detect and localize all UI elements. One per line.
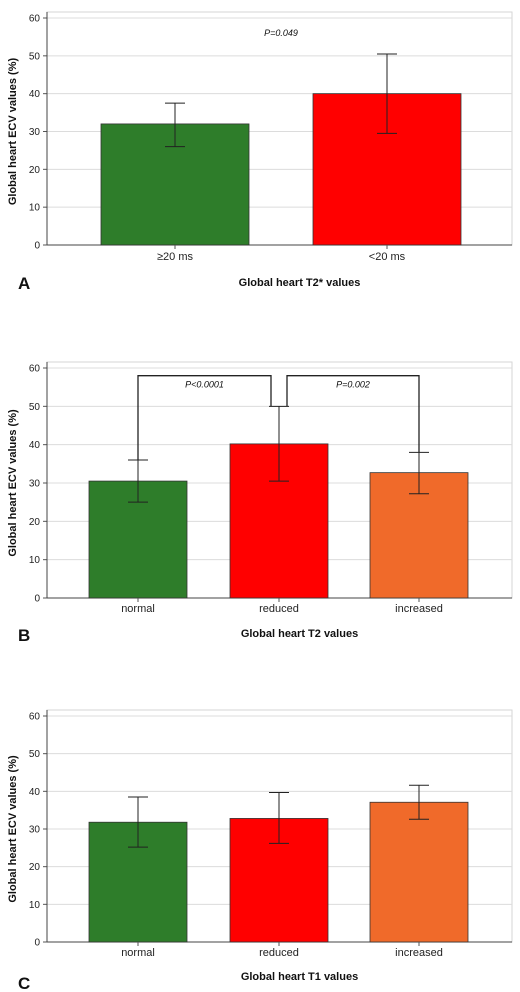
x-axis-title: Global heart T1 values (241, 971, 358, 983)
y-tick-label: 50 (29, 51, 41, 62)
panel-label: A (18, 274, 30, 293)
y-tick-label: 30 (29, 127, 41, 138)
x-tick-label: reduced (259, 603, 299, 615)
y-axis-title: Global heart ECV values (%) (7, 58, 19, 206)
bar (369, 801, 469, 943)
panel-label: B (18, 626, 30, 645)
p-value-label: P<0.0001 (185, 380, 224, 390)
y-tick-label: 10 (29, 203, 41, 214)
y-tick-label: 40 (29, 440, 41, 451)
p-value-label: P=0.049 (264, 28, 298, 38)
y-tick-label: 0 (34, 938, 40, 949)
y-tick-label: 0 (34, 241, 40, 252)
y-tick-label: 40 (29, 787, 41, 798)
x-tick-label: normal (121, 603, 155, 615)
panel-label: C (18, 974, 30, 992)
y-tick-label: 60 (29, 364, 41, 375)
x-tick-label: increased (395, 947, 443, 959)
x-tick-label: ≥20 ms (157, 251, 193, 263)
y-tick-label: 60 (29, 712, 41, 723)
chart-panel-a: 0 10 20 30 40 50 60 ≥20 ms <20 ms P=0.049 Global h… (7, 11, 513, 293)
x-tick-label: increased (395, 603, 443, 615)
y-tick-label: 20 (29, 862, 41, 873)
y-axis-title: Global heart ECV values (%) (7, 409, 19, 557)
y-tick-label: 50 (29, 749, 41, 760)
y-tick-label: 50 (29, 402, 41, 413)
y-tick-label: 10 (29, 900, 41, 911)
y-axis-title: Global heart ECV values (%) (7, 755, 19, 903)
y-tick-label: 30 (29, 479, 41, 490)
x-tick-label: reduced (259, 947, 299, 959)
y-tick-label: 60 (29, 14, 41, 25)
y-tick-label: 40 (29, 89, 41, 100)
y-tick-label: 10 (29, 555, 41, 566)
y-tick-label: 20 (29, 165, 41, 176)
x-tick-label: <20 ms (369, 251, 406, 263)
x-axis-title: Global heart T2* values (239, 277, 361, 289)
significance-bracket (286, 375, 420, 453)
y-tick-label: 20 (29, 517, 41, 528)
significance-bracket (137, 375, 272, 460)
y-tick-label: 30 (29, 825, 41, 836)
x-axis-title: Global heart T2 values (241, 628, 358, 640)
chart-panel-c: 0 10 20 30 40 50 60 normal reduced increased Globa… (7, 709, 513, 992)
chart-panel-b: 0 10 20 30 40 50 60 normal reduced increased P<0.0… (7, 361, 513, 645)
p-value-label: P=0.002 (336, 380, 370, 390)
x-tick-label: normal (121, 947, 155, 959)
y-tick-label: 0 (34, 594, 40, 605)
